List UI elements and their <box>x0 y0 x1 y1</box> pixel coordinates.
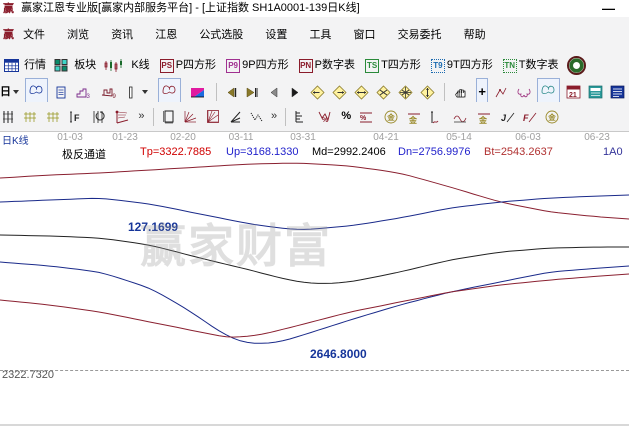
svg-text:金: 金 <box>408 115 418 125</box>
svg-text:J: J <box>501 113 507 123</box>
svg-text:赢: 赢 <box>3 2 14 14</box>
svg-text:金: 金 <box>478 115 488 125</box>
svg-text:F: F <box>74 113 80 123</box>
svg-text:F: F <box>523 113 529 123</box>
svg-text:金: 金 <box>387 112 396 122</box>
svg-text:%: % <box>322 117 329 124</box>
svg-text:金: 金 <box>547 112 556 122</box>
svg-text:21: 21 <box>569 92 577 99</box>
svg-text:3: 3 <box>87 94 91 99</box>
svg-text:9: 9 <box>113 94 117 99</box>
svg-text:%: % <box>360 115 367 122</box>
